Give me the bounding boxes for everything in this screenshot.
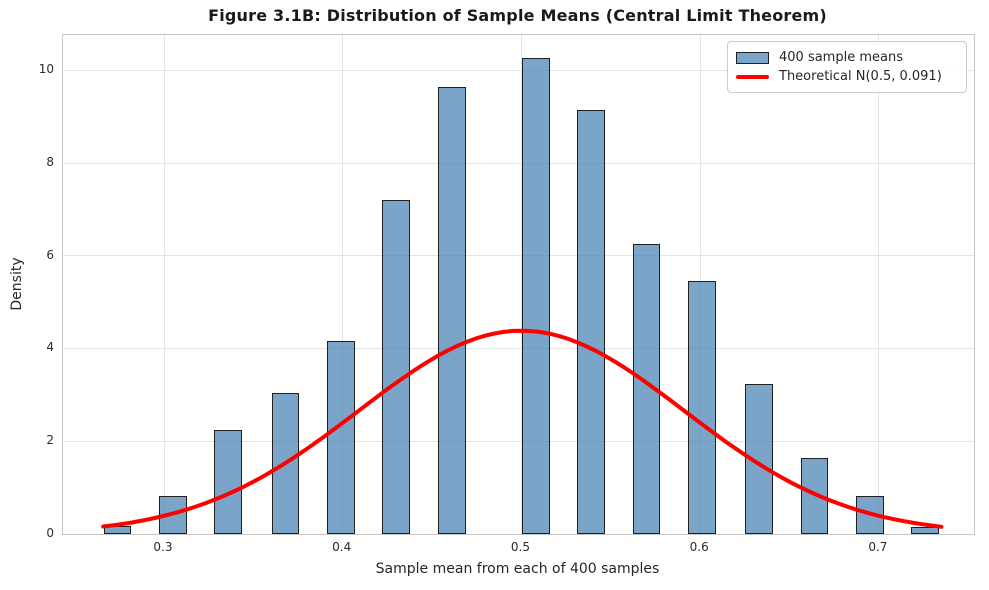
y-tick-label: 2 bbox=[46, 433, 54, 448]
histogram-bar bbox=[911, 526, 940, 534]
legend-item-theoretical: Theoretical N(0.5, 0.091) bbox=[736, 67, 958, 86]
histogram-bar bbox=[382, 200, 411, 534]
y-axis-label: Density bbox=[9, 257, 25, 311]
histogram-bar bbox=[327, 340, 355, 534]
histogram-swatch-icon bbox=[736, 51, 769, 64]
plot-area bbox=[62, 34, 975, 535]
x-tick-label: 0.5 bbox=[510, 540, 530, 554]
legend-item-sample-means: 400 sample means bbox=[736, 48, 958, 67]
x-gridline bbox=[520, 35, 522, 534]
x-gridline bbox=[342, 35, 344, 534]
legend: 400 sample means Theoretical N(0.5, 0.09… bbox=[727, 41, 967, 93]
y-tick-label: 6 bbox=[46, 247, 54, 262]
legend-label-sample-means: 400 sample means bbox=[779, 50, 903, 65]
y-gridline bbox=[63, 440, 974, 442]
y-tick-label: 0 bbox=[46, 526, 54, 540]
figure-title: Figure 3.1B: Distribution of Sample Mean… bbox=[208, 6, 827, 25]
histogram-bar bbox=[214, 429, 243, 534]
x-axis-label: Sample mean from each of 400 samples bbox=[375, 561, 660, 577]
y-gridline bbox=[63, 162, 974, 164]
x-gridline bbox=[163, 35, 165, 534]
y-tick-label: 8 bbox=[46, 154, 54, 169]
y-gridline bbox=[63, 255, 974, 257]
y-gridline bbox=[63, 348, 974, 349]
line-swatch-icon bbox=[736, 74, 769, 79]
y-tick-label: 4 bbox=[46, 340, 54, 355]
normal-curve-path bbox=[101, 328, 944, 529]
theoretical-normal-curve bbox=[101, 328, 944, 529]
x-tick-label: 0.7 bbox=[868, 540, 888, 554]
x-tick-label: 0.4 bbox=[332, 540, 352, 554]
y-tick-label: 10 bbox=[38, 62, 54, 77]
x-tick-label: 0.3 bbox=[153, 540, 173, 554]
histogram-bar bbox=[521, 57, 550, 534]
histogram-bar bbox=[577, 110, 606, 534]
histogram-bar bbox=[437, 87, 466, 534]
histogram-bar bbox=[745, 383, 774, 534]
x-tick-label: 0.6 bbox=[689, 540, 709, 554]
x-gridline bbox=[878, 35, 880, 534]
legend-label-theoretical: Theoretical N(0.5, 0.091) bbox=[779, 69, 942, 84]
histogram-bar bbox=[688, 280, 716, 534]
y-gridline bbox=[63, 69, 974, 71]
